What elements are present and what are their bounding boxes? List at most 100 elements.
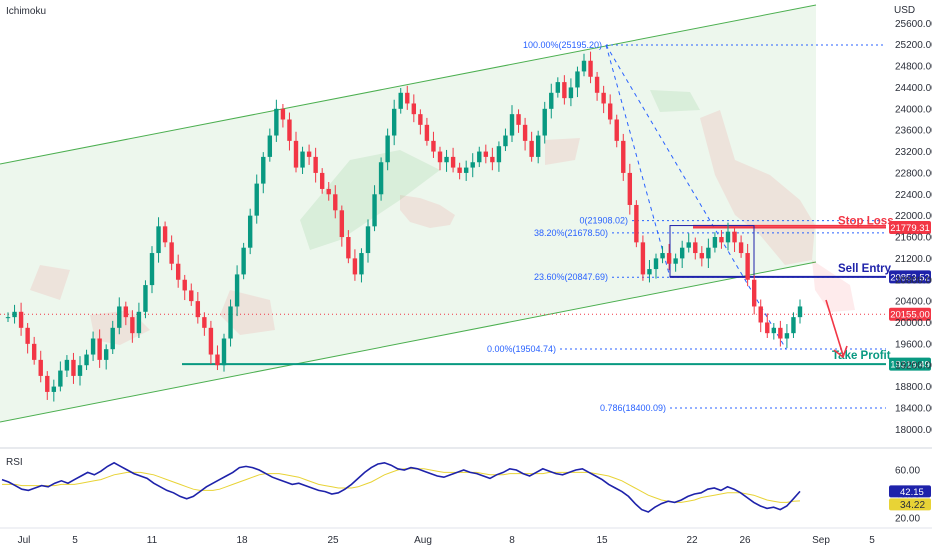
candle-body — [293, 140, 299, 168]
rsi-value-label: 42.15 — [900, 487, 924, 498]
y-tick-label: 18000.00 — [895, 425, 932, 436]
candle-body — [679, 247, 685, 259]
candle-body — [352, 258, 358, 275]
x-tick-label: 11 — [147, 535, 158, 546]
candle-body — [542, 108, 547, 136]
candle-body — [758, 306, 763, 323]
candle-body — [228, 306, 233, 339]
candle-body — [621, 140, 626, 173]
y-tick-label: 24800.00 — [895, 62, 932, 73]
candle-body — [771, 327, 777, 334]
rsi-line — [1, 461, 801, 513]
candle-body — [372, 194, 377, 227]
candle-body — [431, 140, 436, 152]
range-box[interactable] — [669, 225, 755, 278]
candle-body — [549, 92, 554, 109]
candle-body — [234, 274, 240, 307]
candle-body — [634, 204, 639, 243]
x-tick-label: Sep — [812, 535, 830, 546]
down-arrow — [825, 299, 844, 356]
candle-body — [339, 210, 345, 238]
candle-body — [31, 343, 37, 360]
candle-body — [156, 226, 161, 254]
y-tick-label: 23200.00 — [895, 147, 932, 158]
candle-body — [38, 359, 43, 376]
candle-body — [640, 242, 646, 275]
candle-body — [607, 103, 613, 120]
fib-trend-line[interactable] — [605, 44, 787, 350]
price-tag — [889, 357, 931, 371]
candle-body — [103, 349, 109, 360]
candle-body — [555, 82, 561, 93]
candle-body — [136, 311, 142, 334]
candle-body — [509, 114, 515, 136]
y-tick-label: 19600.00 — [895, 339, 932, 350]
channel-lower-line — [0, 261, 817, 423]
price-tag-label: 20853.52 — [890, 272, 930, 283]
candle-body — [247, 215, 253, 248]
candle-body — [25, 327, 30, 344]
candle-body — [647, 269, 652, 275]
candle-body — [653, 258, 659, 270]
candle-body — [581, 60, 587, 72]
candle-body — [712, 237, 718, 248]
candle-body — [300, 151, 305, 168]
candle-body — [359, 253, 364, 275]
y-tick-label: 22400.00 — [895, 190, 932, 201]
candle-body — [457, 167, 462, 173]
candle-body — [90, 338, 96, 355]
candle-body — [719, 237, 724, 243]
candle-body — [346, 237, 351, 259]
candle-body — [241, 247, 246, 275]
candle-body — [12, 311, 17, 318]
x-tick-label: 25 — [327, 535, 339, 546]
candle-body — [666, 253, 672, 264]
candle-body — [5, 317, 11, 319]
fib-trend-line[interactable] — [605, 44, 671, 278]
candle-body — [732, 231, 737, 243]
fib-level-label: 38.20%(21678.50) — [534, 228, 608, 238]
candle-body — [738, 242, 744, 254]
y-tick-label: 25200.00 — [895, 40, 932, 51]
candle-body — [535, 135, 541, 157]
y-tick-label: 25600.00 — [895, 19, 932, 30]
candle-body — [745, 253, 750, 280]
candle-body — [123, 306, 129, 318]
candle-body — [693, 242, 698, 254]
candle-body — [765, 322, 770, 334]
candle-body — [378, 162, 384, 195]
rsi-ma-line — [2, 468, 801, 503]
price-tag — [889, 220, 931, 234]
candle-body — [660, 253, 665, 259]
candle-body — [398, 92, 403, 109]
currency-label: USD — [894, 5, 915, 16]
candle-body — [267, 135, 273, 157]
y-tick-label: 20000.00 — [895, 318, 932, 329]
candle-body — [169, 242, 174, 264]
candle-body — [424, 124, 430, 141]
candle-body — [385, 135, 390, 163]
candle-body — [130, 317, 135, 334]
y-tick-label: 20800.00 — [895, 275, 932, 286]
candle-body — [418, 114, 423, 125]
x-tick-label: 5 — [869, 535, 875, 546]
channel-upper-line — [0, 4, 817, 165]
x-tick-label: Aug — [414, 535, 432, 546]
candle-body — [326, 188, 331, 195]
candle-body — [58, 370, 63, 387]
candle-body — [182, 279, 187, 291]
price-tag-label: 20155.00 — [890, 310, 930, 321]
price-tag-label: 19219.49 — [890, 360, 930, 371]
y-tick-label: 22000.00 — [895, 211, 932, 222]
candle-body — [221, 338, 227, 366]
candle-body — [791, 317, 796, 334]
candle-body — [306, 151, 312, 157]
y-tick-label: 20400.00 — [895, 297, 932, 308]
candle-body — [280, 108, 286, 120]
candle-body — [522, 124, 528, 141]
rsi-tick-label: 60.00 — [895, 466, 920, 477]
candle-body — [254, 183, 259, 216]
candle-body — [143, 285, 148, 312]
